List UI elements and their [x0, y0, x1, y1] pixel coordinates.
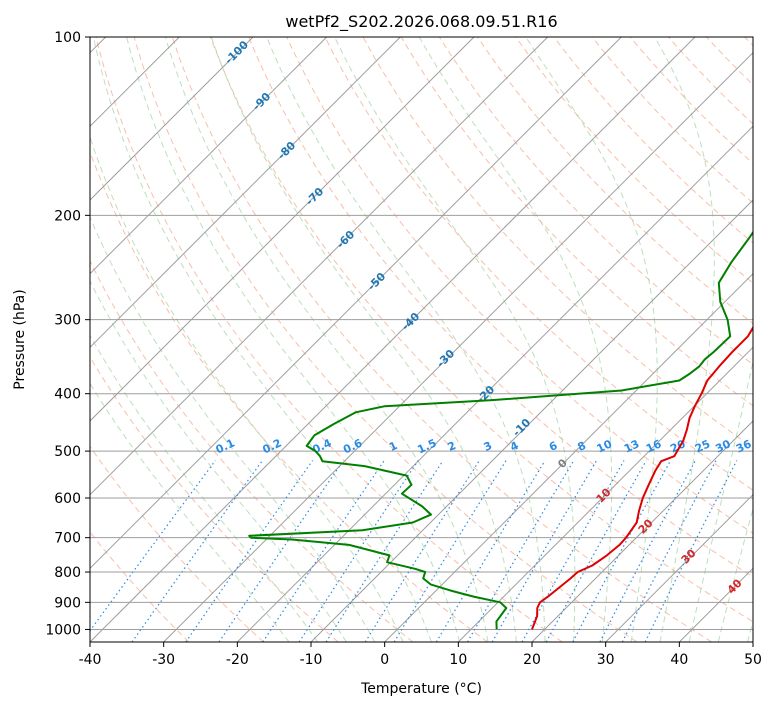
moist-adiabat-line — [210, 37, 517, 642]
isotherm-line — [605, 493, 753, 642]
isotherm-line — [90, 37, 401, 349]
isotherm-line — [90, 37, 475, 422]
moist-adiabat-line — [334, 37, 576, 642]
dry-adiabat-line — [90, 445, 264, 642]
mixing-ratio-label: 30 — [713, 437, 733, 455]
x-tick-label: 40 — [670, 652, 688, 668]
moist-adiabat-line — [164, 37, 489, 642]
y-tick-label: 1000 — [45, 622, 81, 638]
x-tick-label: -10 — [300, 652, 323, 668]
dry-adiabat-line — [591, 37, 753, 204]
moist-adiabat-line — [90, 135, 404, 642]
x-tick-label: 0 — [380, 652, 389, 668]
isotherm-line — [90, 37, 696, 642]
temperature-profile-line — [531, 325, 753, 630]
y-tick-label: 100 — [54, 30, 81, 46]
x-tick-label: 20 — [523, 652, 541, 668]
y-tick-label: 800 — [54, 565, 81, 581]
mixing-ratio-lines — [90, 460, 738, 642]
dry-adiabat-line — [210, 37, 753, 623]
isotherm-grid — [90, 37, 753, 642]
x-tick-label: -20 — [226, 652, 249, 668]
mixing-ratio-line — [90, 460, 216, 632]
isotherm-line — [90, 37, 622, 570]
moist-adiabat-line — [717, 506, 753, 642]
isotherm-line — [310, 199, 753, 642]
dry-adiabat-line — [95, 37, 563, 642]
y-axis-label: Pressure (hPa) — [12, 289, 28, 389]
x-axis: -40 -30 -20 -10 0 10 20 30 40 50 — [79, 642, 762, 668]
isotherm-line — [90, 37, 549, 496]
moist-adiabat-line — [418, 37, 613, 642]
mixing-ratio-line — [545, 460, 647, 642]
moist-adiabat-line — [126, 37, 461, 642]
dry-adiabat-line — [248, 37, 753, 578]
mixing-ratio-line — [298, 460, 419, 642]
x-tick-label: 30 — [597, 652, 615, 668]
dry-adiabat-line — [90, 259, 414, 642]
mixing-ratio-line — [491, 460, 598, 642]
x-tick-label: -30 — [152, 652, 175, 668]
y-tick-label: 900 — [54, 595, 81, 611]
dry-adiabat-line — [477, 37, 753, 325]
plot-frame — [89, 36, 754, 643]
isobar-grid — [90, 37, 753, 630]
moist-adiabat-line — [90, 215, 376, 642]
isotherm-line — [236, 125, 753, 642]
dry-adiabat-line — [629, 37, 753, 165]
mixing-ratio-label: 25 — [693, 437, 712, 455]
x-axis-label: Temperature (°C) — [360, 681, 482, 697]
isotherm-line — [90, 37, 328, 275]
mixing-ratio-line — [185, 460, 314, 642]
x-tick-label: -40 — [79, 652, 102, 668]
dry-adiabat-line — [133, 37, 638, 642]
isotherm-line — [90, 37, 254, 201]
mixing-ratio-line — [262, 460, 385, 642]
mixing-ratio-line — [521, 460, 625, 642]
mixing-ratio-label: 13 — [622, 437, 641, 455]
dry-adiabat-line — [400, 37, 753, 407]
mixing-ratio-label: 10 — [595, 437, 615, 455]
y-tick-label: 500 — [54, 444, 81, 460]
isotherm-line — [163, 51, 753, 642]
isotherm-line — [457, 346, 753, 642]
dewpoint-profile-line — [248, 230, 753, 630]
moist-adiabat-line — [90, 382, 290, 642]
mixing-ratio-label: 36 — [734, 437, 754, 455]
x-tick-label: 10 — [449, 652, 467, 668]
y-axis: 100 200 300 400 500 600 700 800 900 1000 — [45, 30, 90, 638]
moist-adiabat-line — [688, 358, 753, 642]
mixing-ratio-line — [435, 460, 546, 642]
isotherm-line — [531, 420, 753, 642]
moist-adiabat-line — [90, 334, 319, 642]
sounding-profiles — [248, 230, 753, 630]
y-tick-label: 200 — [54, 208, 81, 224]
mixing-ratio-line — [131, 460, 263, 642]
chart-title: wetPf2_S202.2026.068.09.51.R16 — [285, 12, 557, 32]
mixing-ratio-line — [218, 460, 344, 642]
moist-adiabat-line — [654, 37, 715, 642]
mixing-ratio-line — [572, 460, 672, 642]
moist-adiabat-line — [525, 37, 658, 642]
dry-adiabat-line — [324, 37, 753, 491]
x-tick-label: 50 — [744, 652, 762, 668]
y-tick-label: 600 — [54, 491, 81, 507]
y-tick-label: 700 — [54, 531, 81, 547]
mixing-ratio-label: 16 — [644, 437, 664, 455]
y-tick-label: 400 — [54, 387, 81, 403]
mixing-ratio-line — [466, 460, 575, 642]
y-tick-label: 300 — [54, 313, 81, 329]
dry-adiabat-line — [515, 37, 753, 284]
isotherm-line — [384, 272, 753, 642]
plot-area: -100-90-80-70-60-50-40-30-20-10010203040… — [90, 37, 754, 642]
dry-adiabat-line — [171, 37, 712, 642]
moist-adiabat-line — [92, 37, 432, 642]
